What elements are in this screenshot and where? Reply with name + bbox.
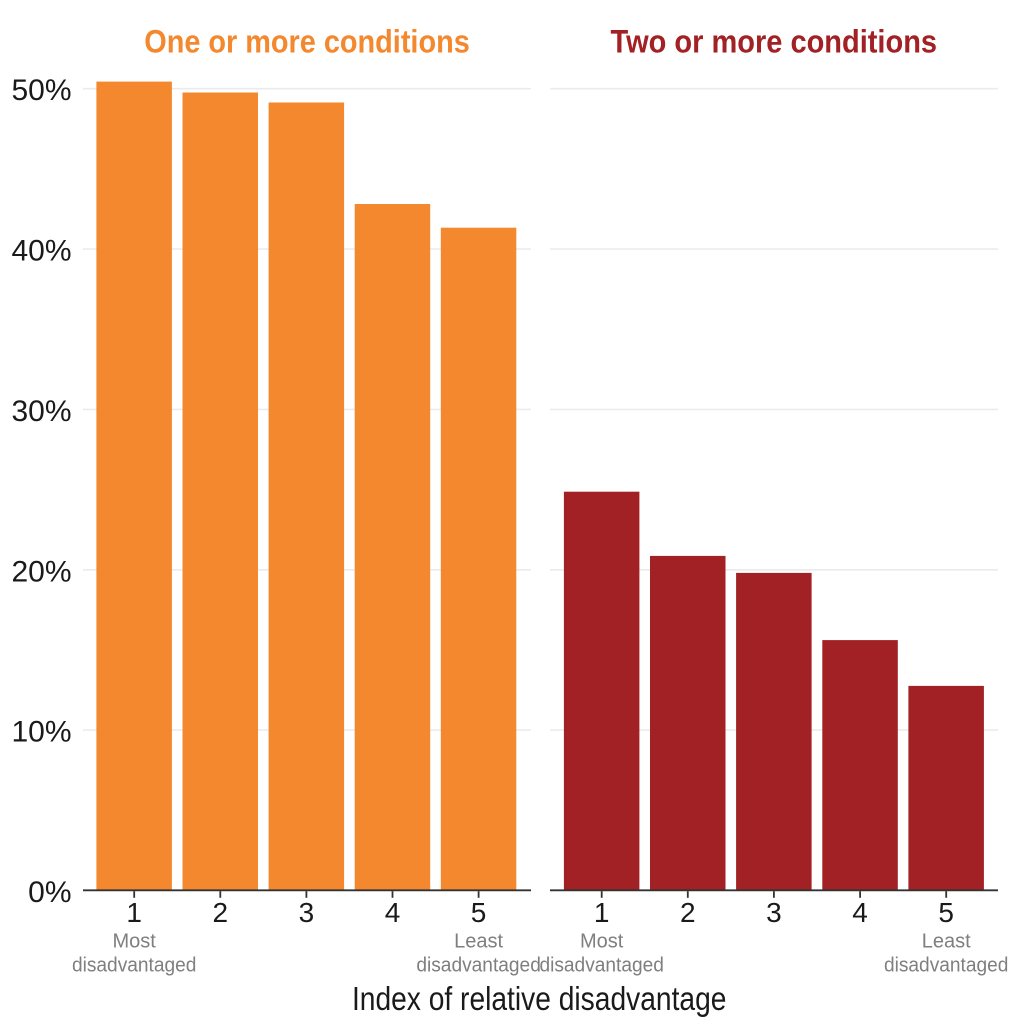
svg-text:Most: Most	[113, 931, 157, 953]
svg-text:10%: 10%	[11, 716, 71, 749]
svg-text:Most: Most	[580, 931, 624, 953]
svg-text:30%: 30%	[11, 395, 71, 428]
svg-text:4: 4	[852, 897, 868, 928]
svg-text:3: 3	[766, 897, 782, 928]
svg-text:Two or more conditions: Two or more conditions	[611, 24, 938, 60]
svg-text:50%: 50%	[11, 74, 71, 107]
svg-text:40%: 40%	[11, 235, 71, 268]
svg-text:Index of relative disadvantage: Index of relative disadvantage	[352, 980, 727, 1017]
svg-text:4: 4	[385, 897, 401, 928]
svg-text:disadvantaged: disadvantaged	[884, 955, 1009, 977]
svg-text:Least: Least	[922, 931, 971, 953]
svg-text:One or more conditions: One or more conditions	[144, 24, 470, 60]
svg-text:20%: 20%	[11, 555, 71, 588]
svg-text:Least: Least	[454, 931, 503, 953]
svg-text:0%: 0%	[28, 876, 71, 909]
svg-text:2: 2	[680, 897, 696, 928]
svg-text:disadvantaged: disadvantaged	[539, 955, 664, 977]
svg-text:2: 2	[213, 897, 229, 928]
svg-text:5: 5	[938, 897, 954, 928]
svg-text:3: 3	[299, 897, 315, 928]
svg-text:1: 1	[594, 897, 610, 928]
svg-text:disadvantaged: disadvantaged	[416, 955, 541, 977]
svg-text:5: 5	[471, 897, 487, 928]
svg-text:disadvantaged: disadvantaged	[72, 955, 197, 977]
svg-text:1: 1	[126, 897, 142, 928]
